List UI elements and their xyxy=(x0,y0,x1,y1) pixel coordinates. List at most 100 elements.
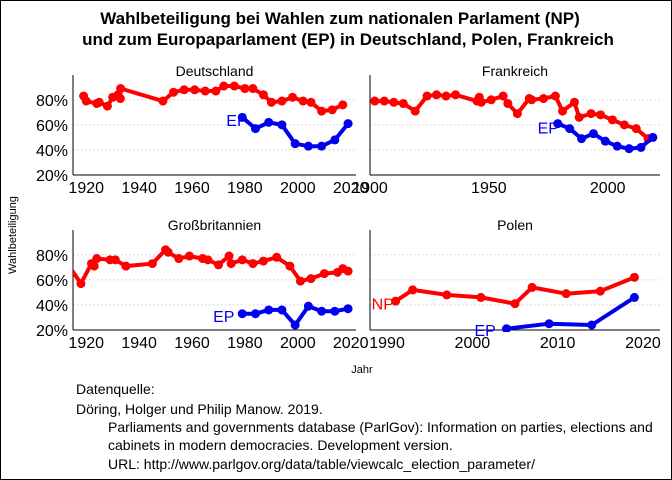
data-point-np xyxy=(391,296,401,306)
data-point-np xyxy=(298,96,308,106)
data-point-np xyxy=(379,96,389,106)
data-point-np xyxy=(408,285,418,295)
data-point-np xyxy=(110,255,120,265)
data-point-np xyxy=(226,259,236,269)
x-tick-label: 1980 xyxy=(227,180,263,197)
data-point-np xyxy=(476,97,486,107)
data-point-ep xyxy=(277,120,287,130)
series-line-ep xyxy=(504,295,637,331)
data-point-np xyxy=(410,106,420,116)
data-point-ep xyxy=(587,320,597,330)
data-point-ep xyxy=(501,324,511,332)
data-point-np xyxy=(503,99,513,109)
data-point-np xyxy=(619,120,629,130)
data-point-np xyxy=(237,255,247,265)
data-point-np xyxy=(288,92,298,102)
x-tick-label: 1990 xyxy=(369,335,405,352)
x-tick-label: 2020 xyxy=(625,335,661,352)
chart-title-line-1: Wahlbeteiligung bei Wahlen zum nationale… xyxy=(100,9,580,28)
x-tick-label: 2010 xyxy=(540,335,576,352)
data-point-ep xyxy=(648,132,658,142)
y-tick-label: 40% xyxy=(36,298,68,315)
data-point-ep xyxy=(343,304,353,314)
series-label-ep: EP xyxy=(226,113,247,130)
y-axis-label: Wahlbeteiligung xyxy=(7,196,19,274)
data-point-np xyxy=(115,94,125,104)
data-point-ep xyxy=(277,305,287,315)
data-point-ep xyxy=(553,119,563,129)
data-point-np xyxy=(174,254,184,264)
data-point-np xyxy=(76,279,86,289)
data-point-ep xyxy=(250,309,260,319)
x-tick-label: 2000 xyxy=(280,335,316,352)
data-point-np xyxy=(441,91,451,101)
series-label-np: NP xyxy=(372,297,394,314)
source-line-2: Parliaments and governments database (Pa… xyxy=(108,419,653,435)
x-tick-label: 2000 xyxy=(590,180,626,197)
y-tick-label: 80% xyxy=(36,248,68,265)
panel-title: Frankreich xyxy=(482,63,548,79)
data-point-ep xyxy=(303,141,313,151)
series-label-ep: EP xyxy=(474,323,495,340)
panel-polen: Polen 1990 2000 2010 2020 NP EP xyxy=(369,217,661,352)
data-point-ep xyxy=(612,141,622,151)
panel-frankreich: Frankreich 1900 1950 2000 EP xyxy=(352,63,660,197)
x-tick-label: 1940 xyxy=(121,335,157,352)
data-point-np xyxy=(306,97,316,107)
data-point-np xyxy=(277,96,287,106)
data-point-np xyxy=(338,100,348,110)
data-point-np xyxy=(213,260,223,270)
data-point-np xyxy=(476,292,486,302)
data-point-ep xyxy=(264,117,274,127)
data-point-ep xyxy=(588,129,598,139)
data-point-np xyxy=(285,261,295,271)
data-point-np xyxy=(451,90,461,100)
panel-title: Deutschland xyxy=(176,63,254,79)
data-point-ep xyxy=(577,134,587,144)
data-point-np xyxy=(586,109,596,119)
panel-data xyxy=(73,245,353,330)
data-point-np xyxy=(607,115,617,125)
data-point-np xyxy=(631,124,641,134)
data-point-np xyxy=(116,84,126,94)
x-tick-label: 1900 xyxy=(352,180,388,197)
x-tick-label: 1960 xyxy=(174,180,210,197)
data-point-ep xyxy=(544,319,554,329)
data-point-np xyxy=(442,290,452,300)
data-point-np xyxy=(184,251,194,261)
data-point-np xyxy=(179,85,189,95)
data-point-np xyxy=(258,90,268,100)
y-tick-label: 20% xyxy=(36,323,68,340)
data-point-np xyxy=(248,84,258,94)
y-tick-label: 40% xyxy=(36,143,68,160)
source-line-1: Döring, Holger und Philip Manow. 2019. xyxy=(76,401,323,417)
source-line-4: URL: http://www.parlgov.org/data/table/v… xyxy=(108,456,535,472)
data-point-np xyxy=(317,106,327,116)
x-tick-label: 1940 xyxy=(121,180,157,197)
panel-data xyxy=(370,90,658,154)
data-point-ep xyxy=(624,144,634,154)
data-point-ep xyxy=(636,142,646,152)
x-tick-label: 2020 xyxy=(333,180,369,197)
data-point-np xyxy=(240,84,250,94)
data-point-np xyxy=(163,247,173,257)
data-point-np xyxy=(306,274,316,284)
data-point-ep xyxy=(264,305,274,315)
y-tick-label: 60% xyxy=(36,118,68,135)
source-line-3: cabinets in modern democracies. Developm… xyxy=(108,437,453,453)
data-point-ep xyxy=(237,309,247,319)
data-point-ep xyxy=(565,124,575,134)
data-point-np xyxy=(389,97,399,107)
panel-großbritannien: Großbritannien 20% 40% 60% 80% 1920 1940 1960 19… xyxy=(36,217,369,352)
data-point-np xyxy=(258,256,268,266)
data-point-np xyxy=(561,289,571,299)
data-point-np xyxy=(203,255,213,265)
data-point-np xyxy=(432,90,442,100)
data-point-np xyxy=(102,101,112,111)
data-point-np xyxy=(595,286,605,296)
data-point-np xyxy=(211,86,221,96)
data-point-ep xyxy=(237,112,247,122)
data-point-ep xyxy=(290,320,300,330)
data-point-ep xyxy=(290,139,300,149)
